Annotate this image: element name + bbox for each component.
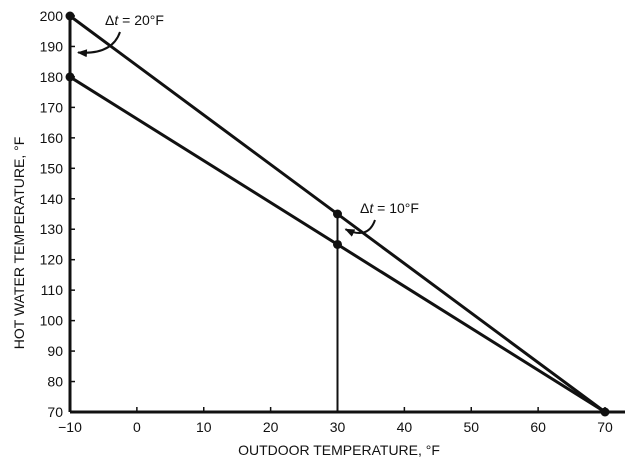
y-tick-label: 140 bbox=[40, 191, 64, 207]
x-tick-label: 50 bbox=[463, 419, 479, 435]
y-tick-label: 190 bbox=[40, 38, 64, 54]
annotation-label: Δt = 20°F bbox=[105, 12, 164, 28]
y-axis-label: HOT WATER TEMPERATURE, °F bbox=[11, 137, 27, 350]
y-tick-label: 80 bbox=[47, 374, 63, 390]
y-tick-label: 160 bbox=[40, 130, 64, 146]
x-tick-label: −10 bbox=[58, 419, 82, 435]
y-tick-label: 170 bbox=[40, 99, 64, 115]
x-tick-label: 0 bbox=[133, 419, 141, 435]
y-tick-label: 200 bbox=[40, 8, 64, 24]
y-tick-label: 150 bbox=[40, 160, 64, 176]
data-point-marker bbox=[65, 11, 75, 21]
annotation-label: Δt = 10°F bbox=[360, 200, 419, 216]
x-axis-label: OUTDOOR TEMPERATURE, °F bbox=[238, 442, 440, 458]
y-tick-label: 90 bbox=[47, 343, 63, 359]
data-point-marker bbox=[333, 209, 342, 219]
y-tick-label: 70 bbox=[47, 404, 63, 420]
x-tick-label: 70 bbox=[597, 419, 613, 435]
x-tick-label: 10 bbox=[196, 419, 212, 435]
y-tick-label: 180 bbox=[40, 69, 64, 85]
y-tick-label: 100 bbox=[40, 313, 64, 329]
y-tick-label: 110 bbox=[41, 282, 64, 298]
x-tick-label: 40 bbox=[397, 419, 413, 435]
x-tick-label: 30 bbox=[330, 419, 346, 435]
data-point-marker bbox=[65, 72, 75, 82]
x-tick-label: 20 bbox=[263, 419, 279, 435]
data-point-marker bbox=[600, 407, 610, 417]
x-tick-label: 60 bbox=[530, 419, 546, 435]
y-tick-label: 130 bbox=[40, 221, 64, 237]
annotation-arrow bbox=[344, 219, 376, 237]
annotation-arrow bbox=[77, 31, 121, 58]
y-tick-label: 120 bbox=[40, 252, 64, 268]
data-point-marker bbox=[333, 239, 342, 249]
